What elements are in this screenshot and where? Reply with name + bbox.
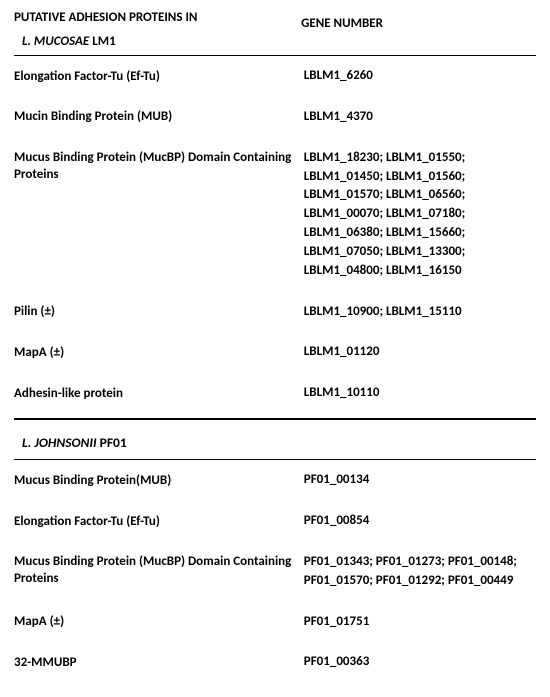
table-row: MapA (±) PF01_01751 <box>14 602 536 643</box>
table-row: Adhesin-like protein LBLM1_10110 <box>14 373 536 414</box>
gene-number: PF01_00134 <box>304 471 536 490</box>
protein-label: Mucus Binding Protein (MucBP) Domain Con… <box>14 149 304 184</box>
adhesion-proteins-table: PUTATIVE ADHESION PROTEINS IN L. MUCOSAE… <box>0 0 550 697</box>
table-row: Mucin Binding Protein (MUB) LBLM1_4370 <box>14 97 536 138</box>
section-divider <box>14 418 536 420</box>
section2-title: L. JOHNSONII PF01 <box>14 426 536 460</box>
table-row: Mucus Binding Protein (MucBP) Domain Con… <box>14 542 536 602</box>
gene-number: LBLM1_10900; LBLM1_15110 <box>304 303 536 322</box>
gene-number: LBLM1_6260 <box>304 67 536 86</box>
protein-label: MapA (±) <box>14 613 304 631</box>
gene-number: PF01_01751 <box>304 613 536 632</box>
gene-number: LBLM1_10110 <box>304 384 536 403</box>
table-row: Pilin (±) LBLM1_10900; LBLM1_15110 <box>14 292 536 333</box>
protein-label: Adhesin-like protein <box>14 385 304 403</box>
protein-label: MapA (±) <box>14 344 304 362</box>
header-line2: L. MUCOSAE LM1 <box>14 28 301 52</box>
gene-number: LBLM1_01120 <box>304 343 536 362</box>
table-row: MapA (±) LBLM1_01120 <box>14 332 536 373</box>
gene-number: LBLM1_18230; LBLM1_01550; LBLM1_01450; L… <box>304 149 536 281</box>
protein-label: Mucus Binding Protein(MUB) <box>14 472 304 490</box>
protein-label: Mucin Binding Protein (MUB) <box>14 108 304 126</box>
protein-label: Elongation Factor-Tu (Ef-Tu) <box>14 513 304 531</box>
header-line2-italic: L. MUCOSAE <box>22 34 89 49</box>
protein-label: Pilin (±) <box>14 303 304 321</box>
header-left: PUTATIVE ADHESION PROTEINS IN L. MUCOSAE… <box>14 8 301 51</box>
gene-number: PF01_00363 <box>304 653 536 672</box>
gene-number: PF01_00854 <box>304 512 536 531</box>
section2-title-italic: L. JOHNSONII <box>22 434 97 451</box>
gene-number: LBLM1_4370 <box>304 108 536 127</box>
protein-label: 32-MMUBP <box>14 654 304 672</box>
table-row: 32-MMUBP PF01_00363 <box>14 642 536 683</box>
table-row: Elongation Factor-Tu (Ef-Tu) LBLM1_6260 <box>14 56 536 97</box>
table-header: PUTATIVE ADHESION PROTEINS IN L. MUCOSAE… <box>14 8 536 56</box>
header-line1: PUTATIVE ADHESION PROTEINS IN <box>14 8 301 28</box>
table-row: Mucus Binding Protein(MUB) PF01_00134 <box>14 460 536 501</box>
header-right: GENE NUMBER <box>301 8 536 31</box>
table-row: Elongation Factor-Tu (Ef-Tu) PF01_00854 <box>14 501 536 542</box>
gene-number: PF01_01343; PF01_01273; PF01_00148; PF01… <box>304 553 536 591</box>
section2-title-suffix: PF01 <box>97 434 127 451</box>
table-row: Mucus Binding Protein (MucBP) Domain Con… <box>14 138 536 292</box>
protein-label: Elongation Factor-Tu (Ef-Tu) <box>14 68 304 86</box>
protein-label: Mucus Binding Protein (MucBP) Domain Con… <box>14 553 304 588</box>
header-line2-suffix: LM1 <box>89 34 115 49</box>
